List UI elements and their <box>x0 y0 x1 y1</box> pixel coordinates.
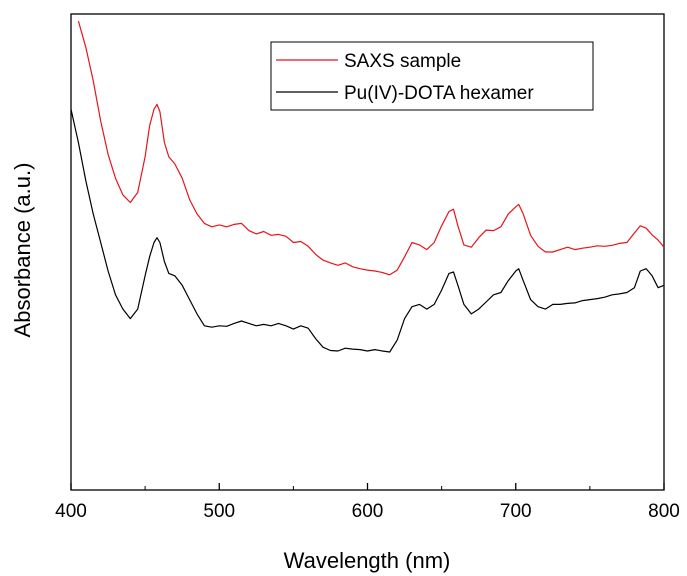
x-tick-label-600: 600 <box>352 501 384 522</box>
series-line-pu-dota-hexamer <box>70 109 665 353</box>
x-tick-label-800: 800 <box>648 501 680 522</box>
x-axis-ticks: 400 500 600 700 800 <box>55 483 680 522</box>
legend-label-pu-dota-hexamer: Pu(IV)-DOTA hexamer <box>344 83 534 104</box>
legend-label-saxs-sample: SAXS sample <box>344 51 461 72</box>
x-tick-label-700: 700 <box>500 501 532 522</box>
series-layer <box>70 20 665 353</box>
legend-box <box>270 41 594 111</box>
x-tick-label-400: 400 <box>55 501 87 522</box>
y-axis-title: Absorbance (a.u.) <box>10 163 35 338</box>
series-line-saxs-sample <box>77 20 665 276</box>
x-tick-label-500: 500 <box>203 501 235 522</box>
x-axis-title: Wavelength (nm) <box>284 548 451 573</box>
legend: SAXS sample Pu(IV)-DOTA hexamer <box>270 41 594 111</box>
